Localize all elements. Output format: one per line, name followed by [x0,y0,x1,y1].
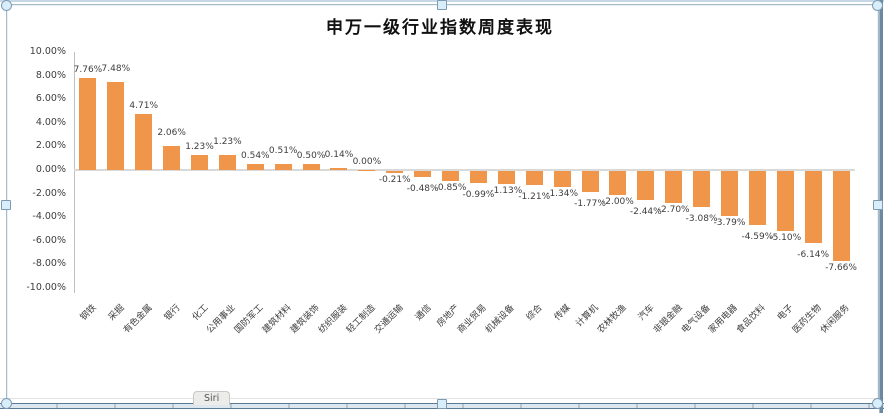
selection-handle-top-left[interactable] [1,0,12,11]
selection-handle-top-center[interactable] [437,0,447,10]
value-label: 0.54% [241,150,270,161]
value-label: 4.71% [129,101,159,112]
bar[interactable] [330,168,348,170]
sheet-tab-siri[interactable]: Siri [193,391,231,405]
bar[interactable] [581,171,599,192]
value-label: -4.59% [741,232,774,243]
bar[interactable] [776,171,794,232]
value-label: -2.00% [601,196,634,207]
value-label: 0.00% [352,157,382,167]
bar[interactable] [218,155,236,170]
bar[interactable] [553,171,571,187]
bar[interactable] [497,171,515,185]
value-label: -1.21% [518,192,551,203]
bar[interactable] [107,81,125,170]
value-label: -1.77% [574,198,606,209]
value-label: 1.23% [185,142,214,153]
bar[interactable] [414,171,432,177]
value-label: 0.50% [296,151,326,162]
value-label: 2.06% [157,127,186,138]
y-tick-label: 2.00% [35,140,66,152]
value-label: -6.14% [797,250,830,261]
value-label: -7.66% [825,263,857,274]
bar[interactable] [469,171,487,183]
zero-gridline [74,169,855,171]
selection-handle-middle-right[interactable] [873,200,883,210]
value-label: 0.51% [268,145,298,156]
value-label: 0.14% [324,150,354,161]
bar[interactable] [720,171,738,216]
bar[interactable] [191,155,209,170]
y-tick-label: 0.00% [35,164,66,175]
y-tick-label: -4.00% [32,211,66,223]
bar[interactable] [442,171,460,182]
bar[interactable] [163,145,181,170]
value-label: -0.85% [434,183,467,194]
value-label: -5.10% [769,233,802,244]
value-label: 7.76% [73,65,103,76]
selection-handle-top-right[interactable] [872,0,883,11]
value-label: -3.79% [713,217,746,228]
value-label: -1.13% [490,186,523,197]
value-label: -0.99% [462,189,495,200]
bar[interactable] [358,170,376,171]
bar[interactable] [135,114,153,170]
bar[interactable] [302,164,320,170]
bar[interactable] [665,171,683,203]
selection-handle-bottom-center[interactable] [437,399,447,409]
value-label: -3.08% [685,214,718,225]
bar[interactable] [386,171,404,174]
bar[interactable] [79,78,97,170]
y-tick-label: -10.00% [26,282,66,293]
y-tick-label: 8.00% [35,69,66,81]
bar[interactable] [804,171,822,244]
value-label: -1.34% [546,188,579,199]
value-label: -0.48% [406,183,439,194]
y-tick-label: 4.00% [35,116,66,128]
bar[interactable] [637,171,655,200]
y-tick-label: 10.00% [29,46,66,57]
selection-handle-bottom-left[interactable] [1,398,12,409]
y-axis-line [74,52,75,293]
value-label: 1.23% [213,137,242,148]
bar[interactable] [525,171,543,186]
value-label: -2.44% [629,206,662,217]
y-tick-label: -6.00% [32,234,66,246]
value-label: -0.21% [378,175,411,186]
y-tick-label: -2.00% [32,187,66,199]
bar[interactable] [609,171,627,195]
bar[interactable] [748,171,766,226]
y-tick-label: -8.00% [32,258,66,270]
value-label: -2.70% [657,204,690,215]
bar[interactable] [246,163,264,170]
bar[interactable] [693,171,711,208]
bar[interactable] [274,163,292,170]
selection-handle-middle-left[interactable] [1,200,11,210]
value-label: 7.48% [101,63,131,74]
bar[interactable] [832,171,850,262]
y-tick-label: 6.00% [35,93,66,105]
grid-row-line [0,398,884,399]
chart-title[interactable]: 申万一级行业指数周度表现 [326,18,554,38]
selection-handle-bottom-right[interactable] [872,398,883,409]
